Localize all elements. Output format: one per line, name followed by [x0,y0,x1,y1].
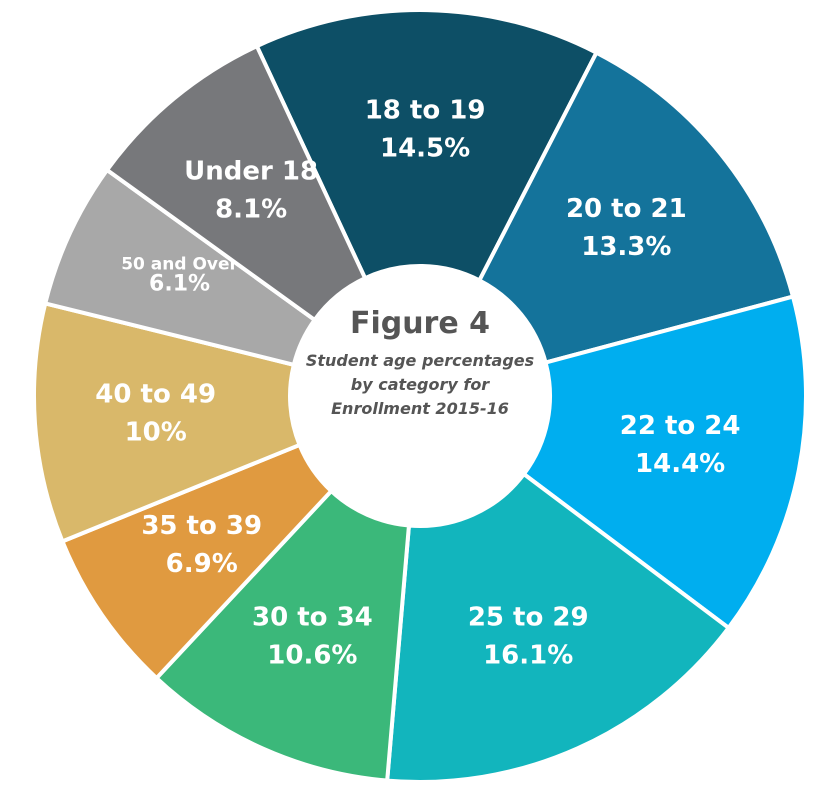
slice-category: 20 to 21 [566,194,687,224]
chart-subtitle: Student age percentages by category for … [305,351,535,418]
slice [385,471,732,784]
slice [254,8,600,284]
slice-value-label: 14.4% [635,449,725,479]
slice-value-label: 10% [125,418,187,448]
slice [104,43,368,323]
slice-value-label: 8.1% [215,194,287,224]
slice-value-label: 10.6% [267,641,357,671]
slice-value-label: 6.9% [166,549,238,579]
slice [153,488,412,783]
slice-category: 30 to 34 [252,603,373,633]
slice [476,49,796,365]
slice-category: 40 to 49 [95,380,216,410]
slice-category: Under 18 [184,156,318,186]
chart-title: Figure 4 [349,306,491,341]
slice [521,294,808,631]
slice-value-label: 16.1% [483,640,573,670]
slice-value-label: 13.3% [581,232,671,262]
slice-category: 25 to 29 [468,602,589,632]
slice-category: 22 to 24 [620,411,741,441]
slice [59,442,335,681]
center-caption: Figure 4 Student age percentages by cate… [300,306,540,421]
center-hole [292,268,548,524]
slice-value-label: 14.5% [380,134,470,164]
slice [32,300,303,544]
slice-category: 50 and Over [121,255,238,275]
slice-category: 35 to 39 [141,511,262,541]
slice-value-label: 6.1% [149,272,210,297]
slice-category: 18 to 19 [365,96,486,126]
